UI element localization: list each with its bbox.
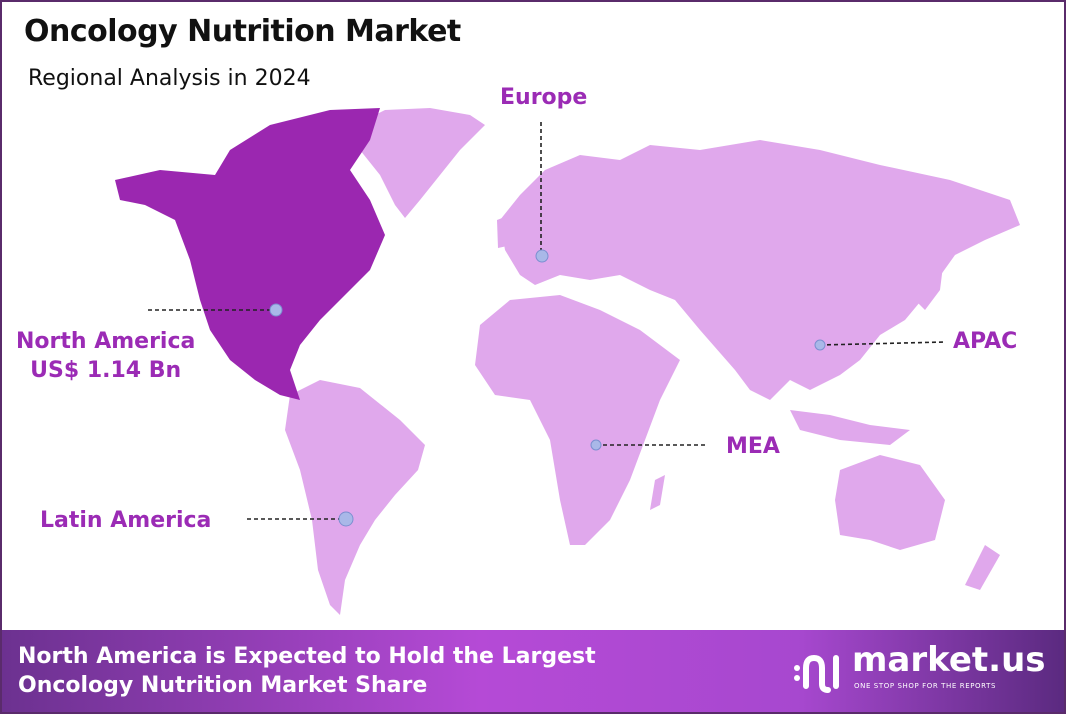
brand-name: market.us [852,640,1046,680]
europe-asia [500,140,1020,400]
label-mea: MEA [726,434,780,459]
greenland [355,108,485,218]
marker-latin-america [338,511,354,527]
label-apac: APAC [953,329,1018,354]
region-name: North America [16,329,196,354]
footer-banner: North America is Expected to Hold the La… [2,630,1064,712]
south-america [285,380,425,615]
brand-tagline: ONE STOP SHOP FOR THE REPORTS [854,682,997,690]
footer-line-1: North America is Expected to Hold the La… [18,644,596,669]
uk [497,215,512,248]
world-map [115,108,1020,615]
leader-lines [148,122,946,520]
footer-text: North America is Expected to Hold the La… [18,642,596,700]
madagascar [650,475,665,510]
label-north-america: North America US$ 1.14 Bn [16,327,195,385]
page-subtitle: Regional Analysis in 2024 [28,66,311,91]
new-zealand [965,545,1000,590]
marker-mea [590,439,602,451]
footer-line-2: Oncology Nutrition Market Share [18,673,428,698]
marker-europe [535,249,549,263]
market-us-logo-icon [794,654,839,693]
marker-north-america [269,303,283,317]
region-value: US$ 1.14 Bn [30,358,182,383]
label-europe: Europe [500,85,588,110]
indonesia [790,410,910,445]
label-latin-america: Latin America [40,508,212,533]
page-title: Oncology Nutrition Market [24,14,461,49]
brand-logo: market.us ONE STOP SHOP FOR THE REPORTS [792,640,1046,696]
north-america [115,108,385,400]
africa [475,295,680,545]
japan [915,250,945,310]
marker-apac [814,339,826,351]
australia [835,455,945,550]
